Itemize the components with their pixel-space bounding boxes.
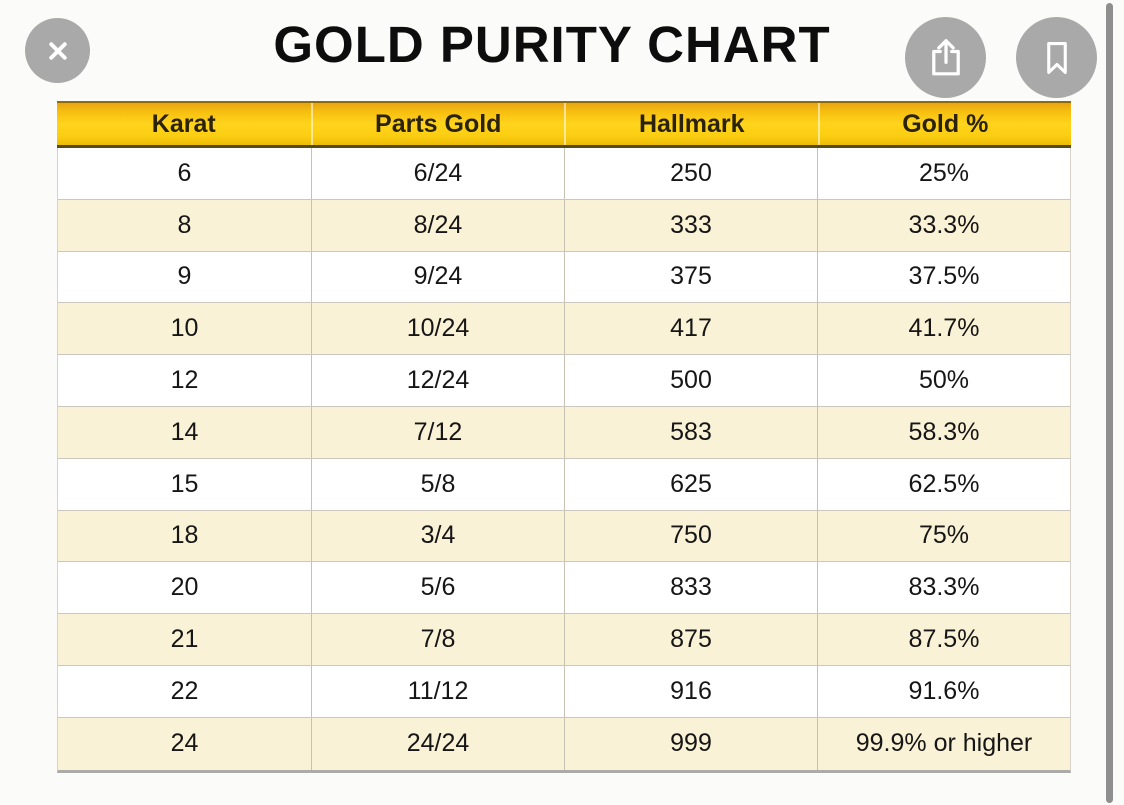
cell-hallmark: 583	[564, 406, 817, 458]
cell-karat: 9	[177, 262, 192, 291]
cell-hallmark: 333	[564, 199, 817, 251]
cell-karat: 18	[170, 521, 199, 550]
page-title: GOLD PURITY CHART	[273, 16, 831, 73]
cell-karat: 10	[170, 314, 199, 343]
cell-hallmark: 500	[564, 355, 817, 406]
cell-parts-gold: 6/24	[311, 148, 564, 199]
table-row: 14 7/12 583 58.3%	[58, 406, 1070, 459]
cell-gold-percent: 91.6%	[817, 665, 1070, 717]
cell-parts-gold: 24/24	[311, 717, 564, 770]
cell-parts-gold: 9/24	[311, 251, 564, 303]
cell-gold-percent: 75%	[817, 510, 1070, 562]
cell-karat: 20	[170, 573, 199, 602]
cell-gold-percent: 62.5%	[817, 458, 1070, 510]
cell-parts-gold: 10/24	[311, 303, 564, 355]
table-body: 6 6/24 250 25% 8 8/24 333 33.3% 9 9/24 3…	[57, 148, 1071, 773]
cell-parts-gold: 8/24	[311, 199, 564, 251]
cell-gold-percent: 50%	[817, 355, 1070, 406]
cell-gold-percent: 41.7%	[817, 303, 1070, 355]
cell-hallmark: 250	[564, 148, 817, 199]
table-row: 12 12/24 500 50%	[58, 355, 1070, 407]
cell-parts-gold: 12/24	[311, 355, 564, 406]
cell-gold-percent: 87.5%	[817, 614, 1070, 665]
table-row: 10 10/24 417 41.7%	[58, 303, 1070, 356]
table-row: 8 8/24 333 33.3%	[58, 199, 1070, 252]
cell-gold-percent: 37.5%	[817, 251, 1070, 303]
cell-parts-gold: 3/4	[311, 510, 564, 562]
cell-karat: 21	[170, 625, 199, 654]
column-header-hallmark: Hallmark	[564, 103, 818, 145]
cell-hallmark: 916	[564, 665, 817, 717]
cell-parts-gold: 5/6	[311, 562, 564, 614]
cell-karat: 8	[177, 210, 192, 239]
cell-hallmark: 625	[564, 458, 817, 510]
bookmark-icon	[1046, 41, 1067, 74]
column-header-karat: Karat	[151, 109, 216, 138]
cell-hallmark: 875	[564, 614, 817, 665]
cell-karat: 15	[170, 469, 199, 498]
cell-hallmark: 375	[564, 251, 817, 303]
cell-karat: 14	[170, 417, 199, 446]
table-row: 20 5/6 833 83.3%	[58, 562, 1070, 615]
column-header-parts-gold: Parts Gold	[310, 103, 565, 145]
scrollbar-thumb[interactable]	[1106, 3, 1113, 803]
column-header-gold-percent: Gold %	[817, 103, 1072, 145]
share-button[interactable]	[905, 17, 986, 98]
cell-karat: 12	[170, 366, 199, 395]
cell-gold-percent: 99.9% or higher	[817, 717, 1070, 770]
cell-hallmark: 999	[564, 717, 817, 770]
table-row: 9 9/24 375 37.5%	[58, 251, 1070, 304]
table-row: 22 11/12 916 91.6%	[58, 665, 1070, 718]
share-icon	[931, 38, 960, 75]
table-header-row: Karat Parts Gold Hallmark Gold %	[57, 101, 1071, 148]
close-icon	[48, 41, 67, 60]
cell-karat: 22	[170, 676, 199, 705]
bookmark-button[interactable]	[1016, 17, 1097, 98]
cell-karat: 6	[177, 158, 192, 187]
cell-karat: 24	[170, 729, 199, 758]
cell-parts-gold: 7/12	[311, 406, 564, 458]
table-row: 18 3/4 750 75%	[58, 510, 1070, 563]
cell-parts-gold: 11/12	[311, 665, 564, 717]
cell-gold-percent: 33.3%	[817, 199, 1070, 251]
table-row: 6 6/24 250 25%	[58, 148, 1070, 200]
table-row: 21 7/8 875 87.5%	[58, 614, 1070, 666]
close-button[interactable]	[25, 18, 90, 83]
cell-gold-percent: 83.3%	[817, 562, 1070, 614]
cell-parts-gold: 5/8	[311, 458, 564, 510]
table-row: 15 5/8 625 62.5%	[58, 458, 1070, 511]
cell-hallmark: 750	[564, 510, 817, 562]
cell-hallmark: 417	[564, 303, 817, 355]
cell-gold-percent: 25%	[817, 148, 1070, 199]
table-row: 24 24/24 999 99.9% or higher	[58, 717, 1070, 770]
cell-gold-percent: 58.3%	[817, 406, 1070, 458]
cell-hallmark: 833	[564, 562, 817, 614]
cell-parts-gold: 7/8	[311, 614, 564, 665]
gold-purity-table: Karat Parts Gold Hallmark Gold % 6 6/24 …	[57, 101, 1071, 773]
